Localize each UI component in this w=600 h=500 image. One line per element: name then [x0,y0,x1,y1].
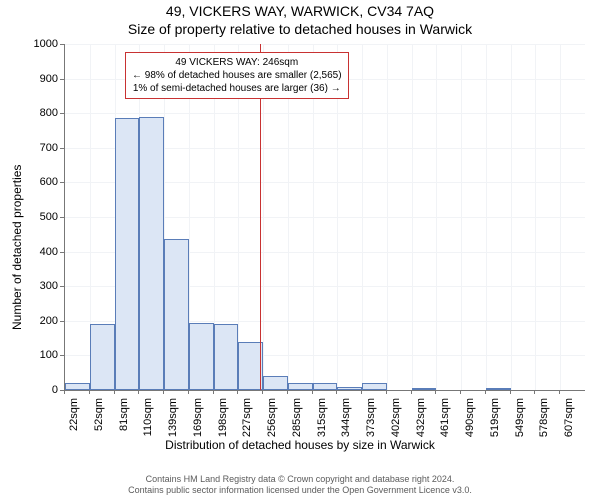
xtick-label: 432sqm [415,398,427,448]
xtick-label: 461sqm [439,398,451,448]
histogram-bar [90,324,115,390]
gridline-h [65,44,585,45]
info-line-2: ← 98% of detached houses are smaller (2,… [132,69,342,82]
histogram-bar [288,383,313,390]
gridline-v [486,44,487,390]
histogram-bar [65,383,90,390]
gridline-v [461,44,462,390]
xtick-mark [336,390,337,394]
xtick-label: 519sqm [489,398,501,448]
xtick-mark [485,390,486,394]
histogram-bar [189,323,214,390]
info-line-1: 49 VICKERS WAY: 246sqm [132,56,342,69]
ytick-mark [60,113,64,114]
xtick-label: 402sqm [390,398,402,448]
chart-plot-area: 49 VICKERS WAY: 246sqm← 98% of detached … [64,44,585,391]
ytick-mark [60,79,64,80]
gridline-v [511,44,512,390]
histogram-bar [486,388,511,390]
footer-line-2: Contains public sector information licen… [0,485,600,496]
xtick-label: 169sqm [192,398,204,448]
ytick-label: 400 [24,246,58,258]
ytick-label: 1000 [24,38,58,50]
xtick-mark [435,390,436,394]
ytick-label: 800 [24,107,58,119]
xtick-mark [411,390,412,394]
histogram-bar [337,387,362,390]
histogram-bar [139,117,164,390]
gridline-v [412,44,413,390]
xtick-label: 110sqm [142,398,154,448]
xtick-mark [89,390,90,394]
histogram-bar [115,118,140,390]
ytick-label: 100 [24,349,58,361]
ytick-mark [60,355,64,356]
xtick-label: 490sqm [464,398,476,448]
xtick-mark [188,390,189,394]
xtick-mark [460,390,461,394]
gridline-h [65,113,585,114]
xtick-label: 81sqm [118,398,130,448]
histogram-bar [164,239,189,390]
xtick-mark [534,390,535,394]
xtick-mark [64,390,65,394]
chart-title-address: 49, VICKERS WAY, WARWICK, CV34 7AQ [0,3,600,19]
chart-title-subtitle: Size of property relative to detached ho… [0,21,600,37]
property-info-box: 49 VICKERS WAY: 246sqm← 98% of detached … [125,52,349,99]
histogram-bar [263,376,288,390]
xtick-label: 549sqm [514,398,526,448]
xtick-mark [138,390,139,394]
xtick-label: 227sqm [241,398,253,448]
histogram-bar [412,388,437,390]
ytick-mark [60,286,64,287]
xtick-mark [559,390,560,394]
xtick-mark [262,390,263,394]
ytick-label: 600 [24,176,58,188]
xtick-label: 256sqm [266,398,278,448]
histogram-bar [313,383,338,390]
xtick-label: 373sqm [365,398,377,448]
ytick-mark [60,148,64,149]
xtick-mark [163,390,164,394]
ytick-label: 0 [24,384,58,396]
xtick-mark [237,390,238,394]
footer-attribution: Contains HM Land Registry data © Crown c… [0,474,600,497]
info-line-3: 1% of semi-detached houses are larger (3… [132,82,342,95]
ytick-mark [60,321,64,322]
xtick-mark [312,390,313,394]
xtick-mark [287,390,288,394]
footer-line-1: Contains HM Land Registry data © Crown c… [0,474,600,485]
xtick-label: 285sqm [291,398,303,448]
gridline-v [387,44,388,390]
xtick-mark [213,390,214,394]
ytick-mark [60,44,64,45]
y-axis-label: Number of detached properties [10,165,24,330]
xtick-label: 198sqm [217,398,229,448]
ytick-label: 900 [24,73,58,85]
xtick-mark [361,390,362,394]
histogram-bar [362,383,387,390]
gridline-v [560,44,561,390]
xtick-label: 139sqm [167,398,179,448]
ytick-label: 500 [24,211,58,223]
ytick-mark [60,182,64,183]
xtick-label: 344sqm [340,398,352,448]
xtick-mark [510,390,511,394]
histogram-bar [214,324,239,390]
gridline-v [436,44,437,390]
xtick-label: 52sqm [93,398,105,448]
xtick-mark [386,390,387,394]
ytick-label: 200 [24,315,58,327]
xtick-label: 607sqm [563,398,575,448]
ytick-mark [60,252,64,253]
xtick-label: 315sqm [316,398,328,448]
xtick-label: 578sqm [538,398,550,448]
ytick-mark [60,217,64,218]
gridline-v [362,44,363,390]
ytick-label: 300 [24,280,58,292]
ytick-label: 700 [24,142,58,154]
xtick-label: 22sqm [68,398,80,448]
xtick-mark [114,390,115,394]
gridline-v [535,44,536,390]
